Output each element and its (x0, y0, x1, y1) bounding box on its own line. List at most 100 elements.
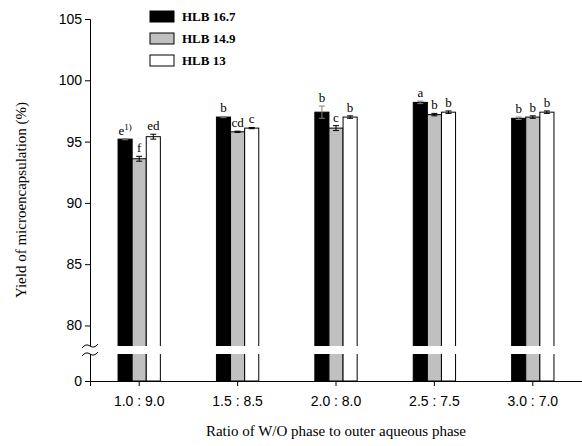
error-bar-line (249, 127, 255, 128)
legend-swatch (150, 55, 174, 66)
error-bar (319, 106, 325, 118)
letter-label: e1) (118, 122, 131, 137)
error-bar-line (516, 117, 522, 118)
tick-mark (237, 381, 238, 386)
letter-label: b (220, 100, 227, 115)
series (146, 111, 554, 381)
tick-mark (336, 381, 337, 386)
error-bar (220, 116, 226, 117)
error-bar-line (530, 115, 536, 116)
error-bar-line (150, 139, 156, 140)
error-bar-line (249, 128, 255, 129)
bar (343, 117, 357, 381)
bar (540, 112, 554, 381)
error-bar (235, 131, 241, 132)
legend-label: HLB 16.7 (182, 9, 236, 24)
error-bar-line (122, 138, 128, 139)
letter-label: c (333, 110, 339, 125)
bar (526, 117, 540, 381)
x-axis: 1.0 : 9.0 1.5 : 8.5 2.0 : 8.0 2.5 : 7.5 3.0 … (91, 381, 582, 409)
letter-label: b (347, 100, 354, 115)
y-axis-title: Yield of microencapsulation (%) (13, 102, 30, 298)
series (132, 113, 540, 381)
error-bar-line (417, 103, 423, 104)
y-tick: 0 (74, 373, 90, 389)
axis-break-line (82, 344, 98, 348)
tick-mark (85, 80, 90, 81)
legend-item: HLB 14.9 (150, 31, 236, 46)
legend-swatch (150, 11, 174, 22)
y-tick: 95 (66, 134, 90, 150)
x-tick: 2.0 : 8.0 (311, 381, 362, 409)
error-bar-line (321, 106, 322, 118)
letter-label: b (431, 97, 438, 112)
error-bar (446, 111, 452, 113)
error-bar (333, 126, 339, 131)
tick-mark (532, 381, 533, 386)
error-bar-line (319, 118, 325, 119)
error-bar-line (347, 115, 353, 116)
error-bar-line (220, 117, 226, 118)
error-bar-line (446, 113, 452, 114)
bar (512, 118, 526, 381)
chart: 0808590951001051.0 : 9.01.5 : 8.52.0 : 8… (0, 0, 582, 446)
tick-label: 85 (66, 256, 82, 272)
tick-mark (85, 142, 90, 143)
letter-label: b (544, 95, 551, 110)
bar (216, 117, 230, 381)
tick-mark (85, 19, 90, 20)
tick-label: 80 (66, 317, 82, 333)
y-axis: 080859095100105 (59, 11, 91, 389)
error-bar-line (431, 113, 437, 114)
x-tick: 2.5 : 7.5 (409, 381, 460, 409)
y-tick: 85 (66, 256, 90, 272)
error-bar-line (136, 156, 142, 157)
x-tick: 1.5 : 8.5 (212, 381, 263, 409)
tick-mark (434, 381, 435, 386)
error-bar (249, 127, 255, 128)
axis-break-line (82, 352, 98, 356)
tick-label: 1.5 : 8.5 (212, 393, 263, 409)
tick-label: 1.0 : 9.0 (114, 393, 165, 409)
error-bar-line (336, 126, 337, 131)
tick-mark (85, 381, 90, 382)
error-bar-line (431, 115, 437, 116)
legend-swatch (150, 33, 174, 44)
error-bar (136, 156, 142, 161)
error-bar (150, 134, 156, 139)
tick-label: 90 (66, 195, 82, 211)
error-bar (417, 101, 423, 103)
error-bar-line (516, 119, 522, 120)
letter-label: c (249, 111, 255, 126)
bar (231, 132, 245, 381)
tick-label: 0 (74, 373, 82, 389)
error-bar-line (544, 113, 550, 114)
error-bar-line (544, 110, 550, 111)
tick-mark (85, 325, 90, 326)
tick-label: 105 (59, 11, 83, 27)
tick-mark (85, 264, 90, 265)
error-bar-line (235, 132, 241, 133)
bar (441, 112, 455, 381)
error-bar (544, 111, 550, 113)
error-bar (347, 116, 353, 118)
error-bar-line (333, 125, 339, 126)
letter-label: f (137, 140, 142, 155)
legend: HLB 16.7HLB 14.9HLB 13 (150, 9, 236, 68)
error-bar-line (333, 130, 339, 131)
x-tick: 1.0 : 9.0 (114, 381, 165, 409)
error-bar-line (446, 110, 452, 111)
x-tick: 3.0 : 7.0 (508, 381, 559, 409)
error-bar-line (122, 139, 128, 140)
axis-line (85, 20, 91, 382)
bar (118, 139, 132, 381)
bar (329, 128, 343, 381)
error-bar (431, 113, 437, 115)
plot-area (118, 101, 554, 381)
y-tick: 80 (66, 317, 90, 333)
axis-break (82, 344, 582, 356)
tick-mark (139, 381, 140, 386)
tick-label: 2.5 : 7.5 (409, 393, 460, 409)
error-bar-line (235, 131, 241, 132)
letter-label: b (445, 95, 452, 110)
